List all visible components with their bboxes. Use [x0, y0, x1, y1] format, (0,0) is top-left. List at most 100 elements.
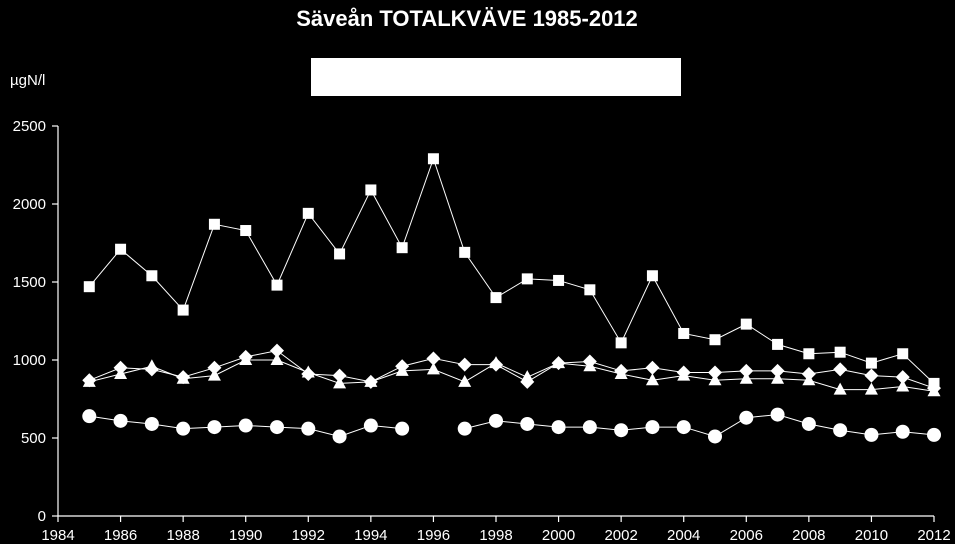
circle-marker	[833, 423, 848, 438]
series-line	[89, 359, 935, 392]
triangle-marker	[114, 367, 128, 380]
diamond-marker	[332, 368, 347, 383]
circle-marker	[270, 420, 284, 435]
diamond-marker	[426, 351, 441, 366]
x-tick-label: 2000	[542, 527, 575, 544]
triangle-marker	[552, 356, 566, 369]
square-marker	[490, 292, 502, 304]
triangle-marker	[896, 379, 910, 392]
square-marker	[83, 281, 95, 293]
square-marker	[271, 279, 283, 291]
square-marker	[334, 248, 346, 260]
square-marker	[678, 327, 690, 339]
triangle-marker	[708, 373, 722, 386]
x-tick-label: 1990	[229, 527, 262, 544]
diamond-marker	[708, 365, 722, 380]
x-tick-label: 1996	[417, 527, 450, 544]
square-marker	[459, 246, 471, 258]
diamond-marker	[895, 370, 910, 385]
circle-marker	[895, 424, 910, 439]
triangle-marker	[145, 359, 159, 372]
x-axis-ticks: 1984 1986 1988 1990 1992 1994 1996 1998 2000 2002…	[41, 516, 951, 544]
x-tick-label: 2012	[917, 527, 950, 544]
triangle-marker	[677, 368, 691, 381]
triangle-marker	[864, 382, 878, 395]
triangle-marker	[239, 353, 253, 365]
series-triangle	[82, 353, 941, 397]
triangle-marker	[364, 374, 378, 387]
series-line	[89, 350, 935, 389]
series-line	[88, 157, 935, 384]
triangle-marker	[520, 370, 534, 383]
triangle-marker	[426, 362, 440, 375]
y-tick-label: 0	[38, 508, 46, 525]
square-marker	[146, 270, 158, 282]
triangle-marker	[333, 376, 347, 389]
triangle-marker	[207, 368, 221, 381]
square-marker	[865, 357, 877, 369]
circle-marker	[801, 416, 816, 431]
circle-marker	[927, 427, 941, 442]
y-axis-unit-label: µgN/l	[10, 72, 45, 89]
legend-box	[311, 58, 681, 96]
triangle-marker	[395, 363, 409, 376]
square-marker	[302, 207, 314, 219]
circle-marker	[176, 421, 191, 436]
y-tick-label: 1500	[13, 274, 46, 291]
circle-marker	[551, 420, 566, 435]
triangle-marker	[771, 371, 785, 384]
triangle-marker	[82, 374, 96, 387]
y-tick-label: 2000	[13, 196, 46, 213]
diamond-marker	[833, 362, 848, 377]
square-marker	[177, 304, 189, 316]
square-marker	[834, 346, 846, 358]
square-marker	[709, 334, 721, 346]
triangle-marker	[739, 371, 753, 384]
x-tick-label: 2006	[730, 527, 763, 544]
square-marker	[584, 284, 596, 296]
square-marker	[208, 218, 220, 230]
x-tick-label: 1988	[166, 527, 199, 544]
square-marker	[553, 274, 565, 286]
series-layer	[82, 153, 941, 444]
x-tick-label: 1984	[41, 527, 74, 544]
circle-marker	[363, 418, 378, 433]
diamond-marker	[770, 363, 785, 378]
square-marker	[803, 348, 815, 360]
triangle-marker	[583, 359, 597, 372]
triangle-marker	[176, 371, 190, 384]
triangle-marker	[833, 382, 847, 395]
x-tick-label: 1992	[292, 527, 325, 544]
diamond-marker	[864, 368, 879, 383]
square-marker	[740, 318, 752, 330]
x-tick-label: 2004	[667, 527, 700, 544]
circle-marker	[708, 429, 722, 444]
circle-marker	[614, 423, 629, 438]
series-line	[464, 414, 935, 437]
square-marker	[365, 184, 377, 196]
y-tick-label: 500	[21, 430, 46, 447]
diamond-marker	[457, 357, 472, 372]
diamond-marker	[207, 360, 222, 375]
x-tick-label: 1998	[479, 527, 512, 544]
circle-marker	[582, 420, 597, 435]
square-marker	[396, 242, 408, 254]
triangle-marker	[301, 365, 315, 378]
diamond-marker	[270, 343, 284, 358]
square-marker	[521, 273, 533, 285]
circle-marker	[113, 413, 128, 428]
circle-marker	[457, 421, 472, 436]
triangle-marker	[458, 374, 472, 387]
circle-marker	[520, 416, 535, 431]
y-axis-ticks: 0 500 1000 1500 2000 2500	[13, 118, 58, 525]
series-circle	[82, 407, 941, 444]
triangle-marker	[489, 356, 503, 369]
square-marker	[646, 270, 658, 282]
y-tick-label: 1000	[13, 352, 46, 369]
x-tick-label: 2008	[792, 527, 825, 544]
square-marker	[615, 337, 627, 349]
circle-marker	[207, 420, 222, 435]
circle-marker	[489, 413, 503, 428]
diamond-marker	[645, 360, 660, 375]
circle-marker	[144, 416, 159, 431]
